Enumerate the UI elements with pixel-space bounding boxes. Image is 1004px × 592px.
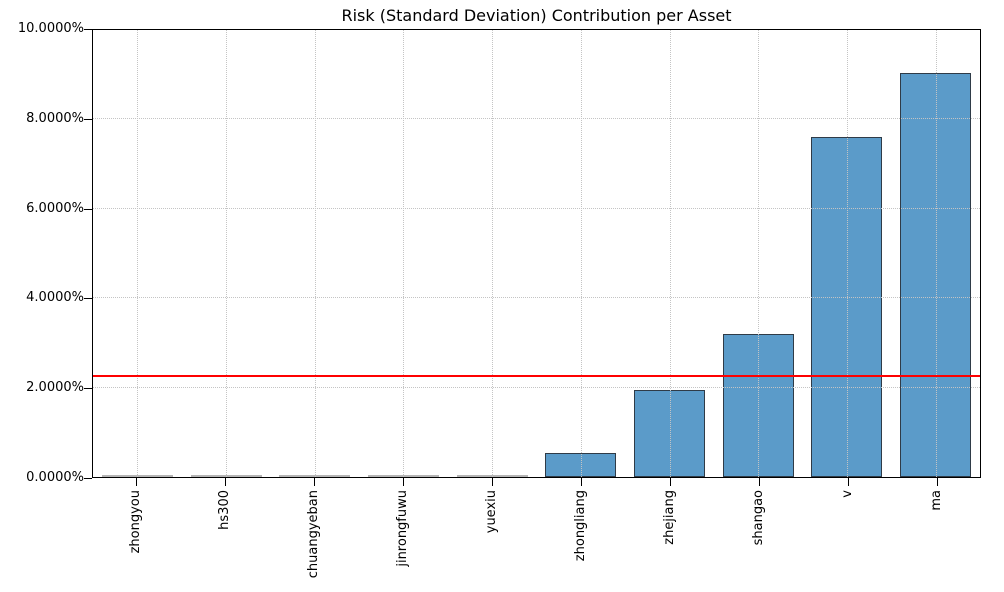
x-tick-label: shangao	[750, 490, 766, 546]
x-tick-label: ma	[928, 490, 944, 511]
y-gridline	[93, 118, 980, 120]
x-gridline	[492, 30, 494, 477]
y-tick-label: 0.0000%	[26, 470, 84, 485]
bar	[722, 333, 794, 477]
x-tick	[847, 478, 849, 486]
x-tick	[758, 478, 760, 486]
x-tick	[225, 478, 227, 486]
x-gridline	[226, 30, 228, 477]
x-tick	[492, 478, 494, 486]
x-tick	[314, 478, 316, 486]
x-tick	[136, 478, 138, 486]
x-gridline	[137, 30, 139, 477]
plot-area	[92, 29, 981, 478]
x-tick	[936, 478, 938, 486]
x-gridline	[580, 30, 582, 477]
x-tick	[580, 478, 582, 486]
bar	[545, 453, 617, 477]
y-tick-label: 6.0000%	[26, 200, 84, 216]
x-tick	[403, 478, 405, 486]
x-tick-label: jinrongfuwu	[395, 490, 411, 567]
x-tick-label: yuexiu	[484, 490, 500, 534]
bar	[900, 73, 972, 477]
y-tick	[84, 388, 92, 390]
x-gridline	[403, 30, 405, 477]
x-tick-label: chuangyeban	[306, 490, 322, 579]
x-gridline	[314, 30, 316, 477]
y-tick	[84, 298, 92, 300]
y-tick	[84, 478, 92, 479]
x-tick	[669, 478, 671, 486]
x-gridline	[846, 30, 848, 477]
y-gridline	[93, 386, 980, 388]
bar	[634, 389, 706, 477]
y-gridline	[93, 207, 980, 209]
bar	[101, 475, 173, 477]
y-tick	[84, 29, 92, 30]
y-tick-label: 10.0000%	[17, 21, 84, 36]
x-gridline	[669, 30, 671, 477]
x-tick-label: zhongyou	[128, 490, 144, 554]
x-gridline	[758, 30, 760, 477]
bar	[456, 475, 528, 477]
y-tick-label: 4.0000%	[26, 290, 84, 306]
threshold-line	[93, 375, 980, 378]
x-gridline	[935, 30, 937, 477]
x-tick-label: hs300	[217, 490, 233, 530]
y-tick-label: 8.0000%	[26, 110, 84, 126]
bar	[190, 475, 262, 477]
y-gridline	[93, 297, 980, 299]
y-tick-label: 2.0000%	[26, 380, 84, 396]
bar	[279, 475, 351, 477]
y-tick	[84, 118, 92, 120]
chart-title: Risk (Standard Deviation) Contribution p…	[341, 6, 732, 25]
x-tick-label: zhejiang	[661, 490, 677, 545]
x-tick-label: v	[839, 490, 855, 498]
y-tick	[84, 208, 92, 210]
x-tick-label: zhongliang	[572, 490, 588, 562]
